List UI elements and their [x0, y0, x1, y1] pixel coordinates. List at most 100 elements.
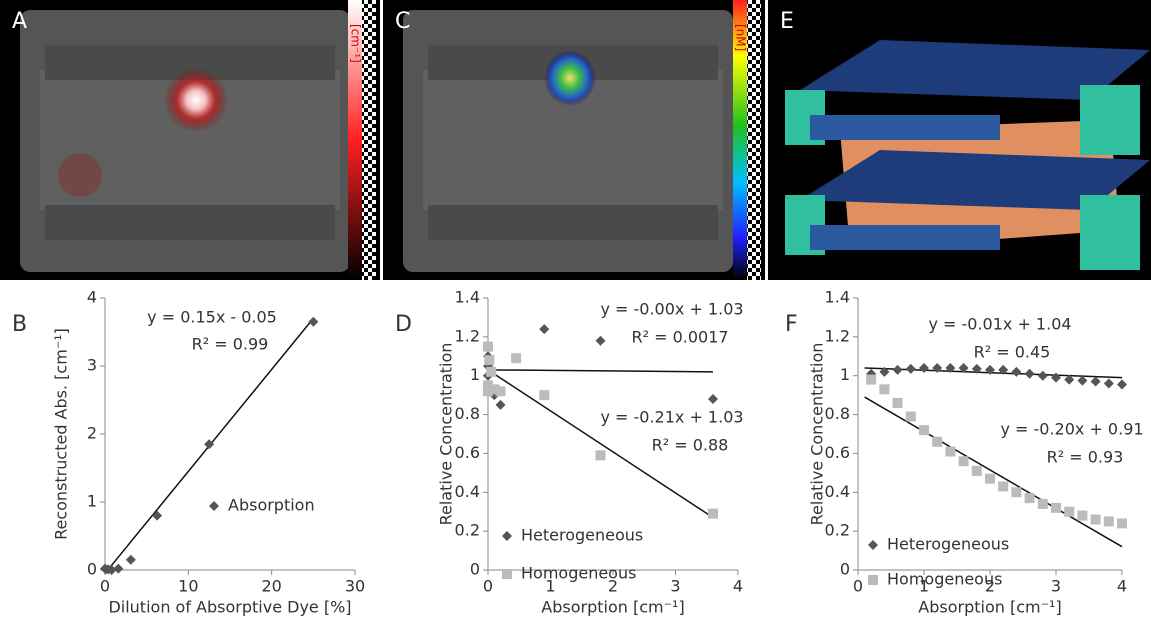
y-tick-label: 1.4 — [825, 288, 850, 307]
annotation: R² = 0.99 — [192, 335, 269, 354]
data-point — [1051, 373, 1061, 383]
annotation: y = -0.01x + 1.04 — [928, 315, 1071, 334]
data-point — [496, 386, 506, 396]
data-point — [919, 363, 929, 373]
data-point — [596, 450, 606, 460]
panel-label: B — [12, 312, 27, 337]
data-point — [1104, 516, 1114, 526]
y-tick-label: 1 — [87, 492, 97, 511]
data-point — [496, 400, 506, 410]
y-tick-label: 0.6 — [455, 443, 480, 462]
data-point — [1038, 371, 1048, 381]
data-point — [1091, 514, 1101, 524]
x-tick-label: 10 — [178, 577, 198, 596]
data-point — [972, 466, 982, 476]
y-tick-label: 0 — [840, 560, 850, 579]
x-axis-label: Dilution of Absorptive Dye [%] — [108, 598, 351, 617]
colorbar-label: [cm⁻¹] — [349, 24, 363, 63]
legend-marker — [502, 569, 512, 579]
data-point — [906, 364, 916, 374]
data-point — [879, 384, 889, 394]
x-tick-label: 20 — [261, 577, 281, 596]
y-axis-label: Reconstructed Abs. [cm⁻¹] — [52, 328, 71, 540]
data-point — [945, 446, 955, 456]
panel-label: A — [12, 9, 27, 34]
data-point — [932, 437, 942, 447]
legend-marker — [502, 531, 512, 541]
y-tick-label: 1.2 — [455, 326, 480, 345]
x-tick-label: 30 — [345, 577, 365, 596]
panel-label: F — [785, 312, 798, 337]
y-tick-label: 1.2 — [825, 326, 850, 345]
y-tick-label: 4 — [87, 288, 97, 307]
data-point — [1051, 503, 1061, 513]
y-tick-label: 0.2 — [825, 521, 850, 540]
data-point — [1077, 376, 1087, 386]
y-tick-label: 0.4 — [455, 482, 480, 501]
annotation: R² = 0.93 — [1047, 448, 1124, 467]
y-tick-label: 1 — [470, 365, 480, 384]
annotation: R² = 0.45 — [974, 343, 1051, 362]
legend-marker — [868, 575, 878, 585]
data-point — [919, 425, 929, 435]
data-point — [1077, 511, 1087, 521]
data-point — [484, 355, 494, 365]
legend-marker — [209, 501, 219, 511]
trendline — [488, 370, 713, 372]
x-tick-label: 3 — [1051, 577, 1061, 596]
legend-label: Homogeneous — [887, 570, 1002, 589]
data-point — [1025, 493, 1035, 503]
legend-label: Heterogeneous — [521, 526, 643, 545]
figure: A C E [cm⁻¹] [nM] B012340102030Dilution … — [0, 0, 1151, 633]
data-point — [308, 317, 318, 327]
legend-label: Absorption — [228, 496, 315, 515]
data-point — [1117, 379, 1127, 389]
annotation: y = 0.15x - 0.05 — [147, 308, 277, 327]
data-point — [596, 336, 606, 346]
panel-label: E — [780, 9, 794, 34]
x-axis-label: Absorption [cm⁻¹] — [918, 598, 1061, 617]
legend-marker — [868, 540, 878, 550]
panel-label: D — [395, 312, 412, 337]
y-axis-label: Relative Concentration — [808, 343, 827, 526]
x-axis-label: Absorption [cm⁻¹] — [541, 598, 684, 617]
x-tick-label: 4 — [733, 577, 743, 596]
annotation: R² = 0.88 — [652, 436, 729, 455]
data-point — [1038, 499, 1048, 509]
annotation: y = -0.20x + 0.91 — [1000, 420, 1143, 439]
data-point — [906, 412, 916, 422]
data-point — [1011, 367, 1021, 377]
y-tick-label: 3 — [87, 356, 97, 375]
annotation: y = -0.00x + 1.03 — [600, 300, 743, 319]
y-tick-label: 2 — [87, 424, 97, 443]
colorbar-label: [nM] — [734, 24, 748, 51]
y-axis-label: Relative Concentration — [437, 343, 456, 526]
x-tick-label: 3 — [670, 577, 680, 596]
data-point — [985, 474, 995, 484]
legend-label: Homogeneous — [521, 564, 636, 583]
data-point — [708, 394, 718, 404]
y-tick-label: 0.8 — [825, 404, 850, 423]
data-point — [113, 564, 123, 574]
y-tick-label: 1 — [840, 365, 850, 384]
data-point — [998, 481, 1008, 491]
data-point — [1104, 378, 1114, 388]
panel-e — [768, 0, 1151, 280]
y-tick-label: 1.4 — [455, 288, 480, 307]
panel-label: C — [395, 9, 410, 34]
data-point — [511, 353, 521, 363]
data-point — [866, 375, 876, 385]
data-point — [1011, 487, 1021, 497]
panel-c — [383, 0, 765, 280]
data-point — [1064, 507, 1074, 517]
y-tick-label: 0.8 — [455, 404, 480, 423]
legend-label: Heterogeneous — [887, 535, 1009, 554]
data-point — [1091, 377, 1101, 387]
data-point — [486, 367, 496, 377]
x-tick-label: 0 — [853, 577, 863, 596]
data-point — [483, 342, 493, 352]
y-tick-label: 0.6 — [825, 443, 850, 462]
y-tick-label: 0.2 — [455, 521, 480, 540]
x-tick-label: 0 — [100, 577, 110, 596]
y-tick-label: 0.4 — [825, 482, 850, 501]
